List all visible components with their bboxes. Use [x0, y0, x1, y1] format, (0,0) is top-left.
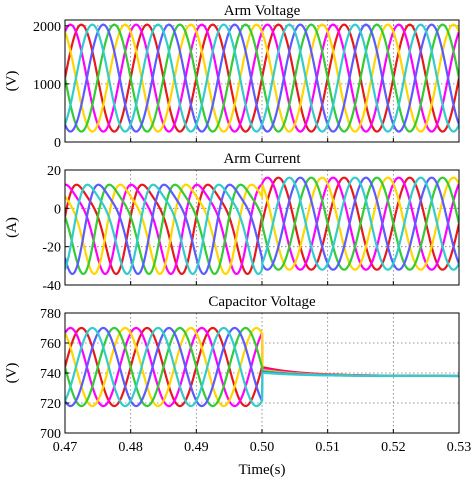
chart-title: Capacitor Voltage — [208, 294, 316, 310]
x-tick-label: 0.53 — [447, 440, 472, 455]
y-tick-label: 720 — [40, 397, 61, 412]
x-tick-label: 0.47 — [53, 440, 78, 455]
y-tick-label: 0 — [54, 202, 61, 217]
y-axis-label: (V) — [4, 363, 20, 384]
y-tick-label: -40 — [42, 279, 61, 294]
chart-panel-2: Arm Current 20 0 -20 -40 (A) — [4, 151, 460, 294]
x-tick-label: 0.48 — [118, 440, 143, 455]
series-line — [65, 23, 459, 133]
y-tick-label: -20 — [42, 241, 61, 256]
chart-panel-3: Capacitor Voltage 780 760 740 720 700 (V) 0.47 0… — [4, 294, 471, 478]
y-axis-label: (V) — [4, 71, 20, 92]
y-tick-label: 700 — [40, 427, 61, 442]
y-tick-label: 2000 — [33, 20, 61, 35]
x-tick-label: 0.50 — [250, 440, 275, 455]
series-line — [65, 23, 459, 133]
y-axis-label: (A) — [4, 217, 20, 238]
x-tick-label: 0.49 — [184, 440, 209, 455]
chart-title: Arm Current — [223, 151, 301, 167]
y-tick-label: 1000 — [33, 78, 61, 93]
y-tick-label: 740 — [40, 367, 61, 382]
x-axis-label: Time(s) — [239, 462, 286, 478]
y-tick-label: 780 — [40, 307, 61, 322]
x-tick-label: 0.51 — [315, 440, 340, 455]
y-tick-label: 20 — [47, 164, 61, 179]
chart-panel-1: Arm Voltage 0 1000 2000 (V) — [4, 3, 460, 151]
series-line — [65, 23, 459, 133]
y-tick-label: 760 — [40, 337, 61, 352]
series-line — [65, 176, 459, 276]
chart-title: Arm Voltage — [224, 3, 301, 19]
series-line — [65, 176, 459, 276]
series-line — [65, 176, 459, 276]
series-line — [65, 326, 459, 408]
y-tick-label: 0 — [54, 136, 61, 151]
x-tick-label: 0.52 — [381, 440, 406, 455]
